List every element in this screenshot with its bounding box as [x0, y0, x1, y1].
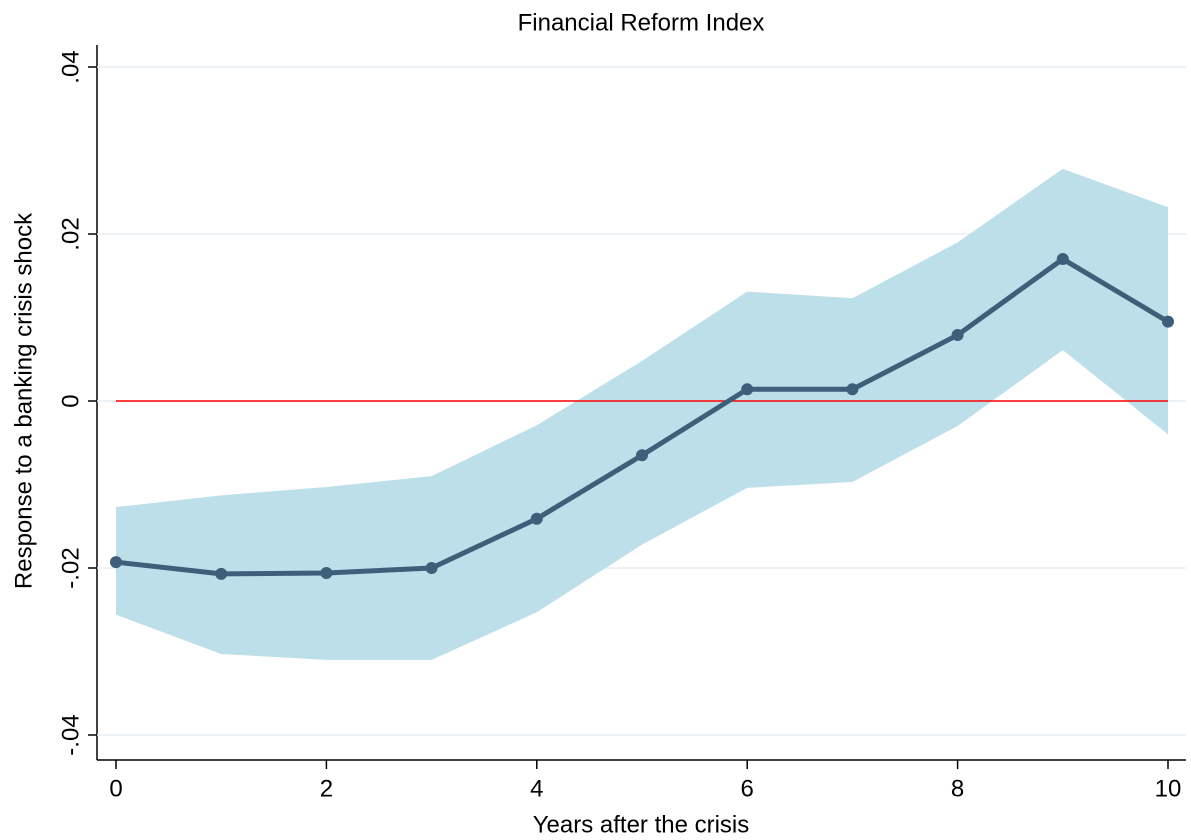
x-tick-label: 6 [741, 775, 754, 802]
y-tick-label: .02 [57, 217, 84, 250]
y-tick-label: .04 [57, 50, 84, 83]
point [1162, 315, 1174, 328]
point [636, 449, 648, 462]
x-tick-label: 0 [109, 775, 122, 802]
y-tick-label: -.04 [57, 714, 84, 755]
point [215, 567, 228, 580]
chart-title: Financial Reform Index [518, 9, 765, 36]
x-tick-label: 8 [951, 775, 964, 802]
x-axis-label: Years after the crisis [533, 811, 750, 838]
x-tick-label: 4 [530, 775, 543, 802]
y-axis-label: Response to a banking crisis shock [10, 212, 37, 589]
x-tick-label: 2 [320, 775, 333, 802]
point [320, 567, 333, 580]
point [951, 329, 964, 342]
y-tick-label: -.02 [57, 547, 84, 588]
point [530, 512, 543, 525]
point [846, 383, 859, 396]
point [1056, 253, 1069, 266]
point [425, 562, 438, 574]
x-tick-label: 10 [1155, 775, 1182, 802]
y-tick-label: 0 [57, 394, 84, 407]
confidence-band [116, 168, 1168, 660]
point [741, 383, 754, 396]
point [110, 556, 122, 569]
